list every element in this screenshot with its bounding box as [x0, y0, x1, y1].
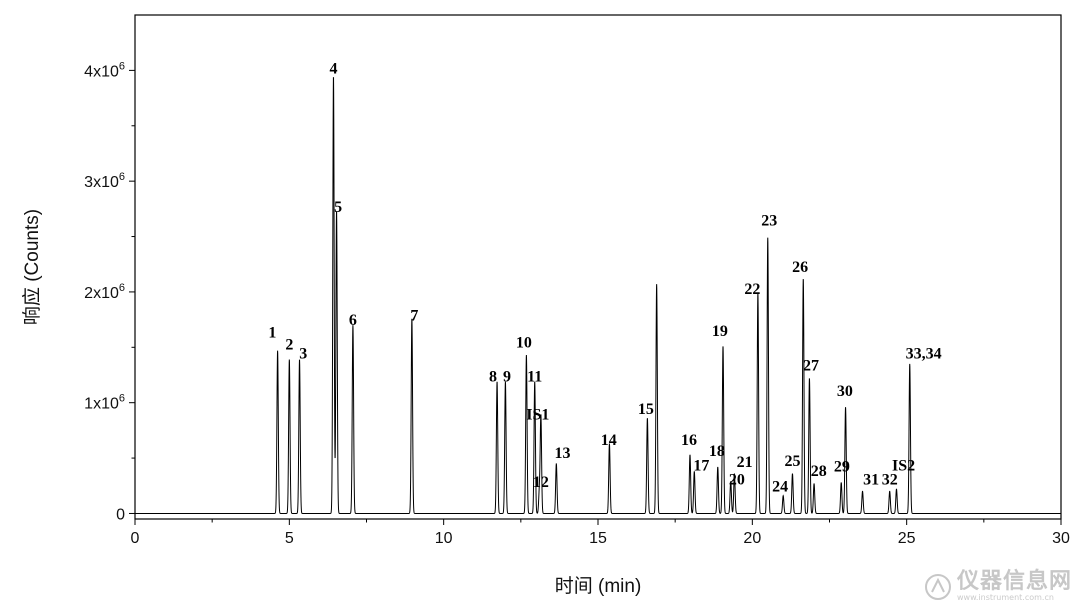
plot-frame — [134, 14, 1062, 520]
peak-label: 25 — [784, 453, 800, 470]
peak-label: 16 — [681, 432, 697, 449]
peak-label: 13 — [555, 445, 571, 462]
peak-label: 11 — [527, 369, 542, 386]
peak-label: 5 — [334, 199, 342, 216]
x-tick-label: 15 — [589, 530, 607, 547]
peak-label: 1 — [268, 324, 276, 341]
y-tick-label: 0 — [116, 506, 125, 523]
x-tick-label: 0 — [131, 530, 140, 547]
y-tick-label: 2x106 — [84, 282, 125, 302]
peak-label: 32 — [882, 472, 898, 489]
peak-label: 30 — [837, 383, 853, 400]
peak-label: 28 — [811, 463, 827, 480]
peak-label: 9 — [503, 369, 511, 386]
peak-label: 33,34 — [906, 345, 942, 362]
peak-label: 20 — [729, 472, 745, 489]
peak-label: 15 — [638, 401, 654, 418]
peak-label: 21 — [737, 454, 753, 471]
peak-label: 18 — [709, 443, 725, 460]
peak-label: 26 — [792, 259, 808, 276]
y-tick-label: 1x106 — [84, 393, 125, 413]
peak-label: 7 — [410, 308, 418, 325]
y-tick-label: 3x106 — [84, 171, 125, 191]
peak-label: 29 — [834, 458, 850, 475]
x-tick-label: 30 — [1052, 530, 1070, 547]
watermark-brand: 仪器信息网 — [956, 569, 1072, 594]
peak-label: 19 — [712, 323, 728, 340]
peak-label: 2 — [285, 337, 293, 354]
peak-label: 6 — [349, 312, 357, 329]
peak-label: 23 — [761, 212, 777, 229]
peak-label: 12 — [533, 474, 549, 491]
peak-label: IS2 — [892, 457, 915, 474]
x-tick-label: 10 — [435, 530, 453, 547]
instrument-logo-icon — [924, 573, 951, 600]
y-tick-label: 4x106 — [84, 60, 125, 80]
peak-label: 22 — [744, 281, 760, 298]
y-axis-title: 响应 (Counts) — [21, 209, 43, 325]
peak-label: IS1 — [526, 406, 549, 423]
peak-label: 17 — [693, 457, 709, 474]
x-tick-label: 20 — [743, 530, 761, 547]
peak-label: 31 — [863, 472, 879, 489]
peak-label: 8 — [489, 369, 497, 386]
peak-label: 3 — [299, 345, 307, 362]
chromatogram-trace — [135, 77, 1061, 514]
x-tick-label: 5 — [285, 530, 294, 547]
x-axis-ticks: 0 5 10 15 20 25 30 — [131, 519, 1070, 547]
peak-label: 4 — [329, 61, 337, 78]
x-tick-label: 25 — [898, 530, 916, 547]
watermark: 仪器信息网 www.instrument.com.cn — [923, 571, 1072, 602]
peak-label: 14 — [601, 432, 617, 449]
x-axis-title: 时间 (min) — [555, 575, 642, 597]
peak-label: 10 — [516, 334, 532, 351]
peak-label: 24 — [772, 478, 788, 495]
peak-label: 27 — [803, 358, 819, 375]
watermark-url: www.instrument.com.cn — [956, 593, 1054, 602]
y-axis-ticks: 0 1x106 2x106 3x106 4x106 — [84, 60, 135, 523]
